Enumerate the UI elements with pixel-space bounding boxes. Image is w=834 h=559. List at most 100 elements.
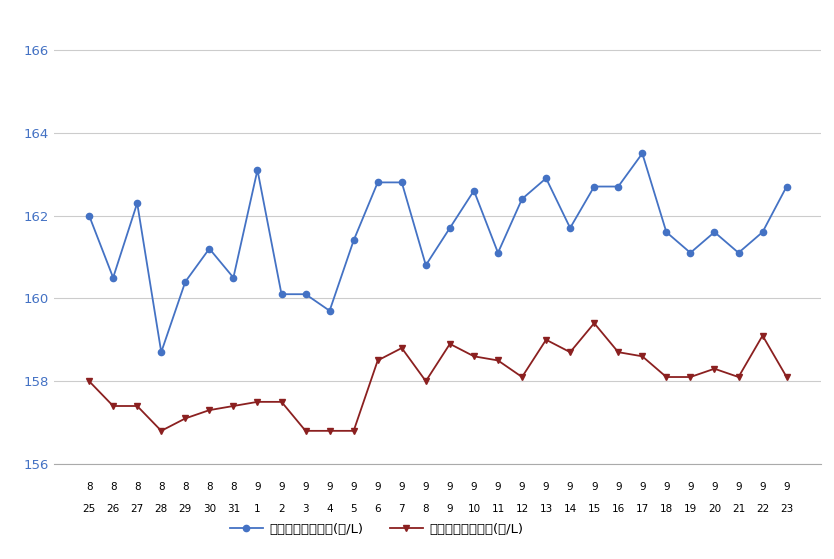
ハイオク看板価格(円/L) bbox=[132, 200, 142, 206]
Text: 15: 15 bbox=[588, 504, 600, 514]
Text: 29: 29 bbox=[178, 504, 192, 514]
ハイオク看板価格(円/L) bbox=[445, 225, 455, 231]
ハイオク看板価格(円/L) bbox=[253, 167, 263, 173]
Text: 9: 9 bbox=[615, 482, 621, 492]
Text: 28: 28 bbox=[154, 504, 168, 514]
Text: 9: 9 bbox=[519, 482, 525, 492]
Text: 9: 9 bbox=[783, 482, 790, 492]
ハイオク看板価格(円/L) bbox=[565, 225, 575, 231]
Text: 2: 2 bbox=[279, 504, 285, 514]
Text: 13: 13 bbox=[540, 504, 553, 514]
ハイオク看板価格(円/L) bbox=[686, 249, 696, 256]
ハイオク看板価格(円/L) bbox=[589, 183, 599, 190]
Text: 30: 30 bbox=[203, 504, 216, 514]
Text: 8: 8 bbox=[182, 482, 188, 492]
ハイオク看板価格(円/L) bbox=[373, 179, 383, 186]
Text: 8: 8 bbox=[86, 482, 93, 492]
ハイオク実売価格(円/L) bbox=[613, 349, 623, 356]
ハイオク看板価格(円/L) bbox=[180, 278, 190, 285]
ハイオク実売価格(円/L) bbox=[686, 373, 696, 380]
ハイオク看板価格(円/L) bbox=[661, 229, 671, 235]
Text: 23: 23 bbox=[780, 504, 793, 514]
Text: 9: 9 bbox=[567, 482, 574, 492]
Text: 8: 8 bbox=[423, 504, 430, 514]
ハイオク実売価格(円/L) bbox=[156, 428, 166, 434]
ハイオク看板価格(円/L) bbox=[84, 212, 94, 219]
Text: 9: 9 bbox=[446, 504, 453, 514]
Text: 8: 8 bbox=[206, 482, 213, 492]
Text: 16: 16 bbox=[611, 504, 625, 514]
ハイオク実売価格(円/L) bbox=[229, 402, 239, 409]
Text: 5: 5 bbox=[350, 504, 357, 514]
ハイオク看板価格(円/L) bbox=[156, 349, 166, 356]
ハイオク実売価格(円/L) bbox=[324, 428, 334, 434]
Text: 9: 9 bbox=[543, 482, 550, 492]
Text: 9: 9 bbox=[711, 482, 718, 492]
ハイオク実売価格(円/L) bbox=[661, 373, 671, 380]
ハイオク実売価格(円/L) bbox=[781, 373, 791, 380]
ハイオク実売価格(円/L) bbox=[300, 428, 310, 434]
ハイオク実売価格(円/L) bbox=[253, 399, 263, 405]
Text: 8: 8 bbox=[134, 482, 140, 492]
ハイオク実売価格(円/L) bbox=[132, 402, 142, 409]
ハイオク看板価格(円/L) bbox=[637, 150, 647, 157]
Text: 17: 17 bbox=[636, 504, 649, 514]
ハイオク看板価格(円/L) bbox=[710, 229, 720, 235]
ハイオク看板価格(円/L) bbox=[324, 307, 334, 314]
Text: 9: 9 bbox=[374, 482, 381, 492]
ハイオク実売価格(円/L) bbox=[517, 373, 527, 380]
Text: 9: 9 bbox=[254, 482, 261, 492]
ハイオク実売価格(円/L) bbox=[589, 320, 599, 326]
ハイオク実売価格(円/L) bbox=[373, 357, 383, 364]
Legend: ハイオク看板価格(円/L), ハイオク実売価格(円/L): ハイオク看板価格(円/L), ハイオク実売価格(円/L) bbox=[229, 523, 523, 536]
ハイオク実売価格(円/L) bbox=[445, 340, 455, 347]
ハイオク実売価格(円/L) bbox=[493, 357, 503, 364]
Text: 27: 27 bbox=[131, 504, 143, 514]
ハイオク看板価格(円/L) bbox=[517, 196, 527, 202]
Text: 9: 9 bbox=[302, 482, 309, 492]
ハイオク実売価格(円/L) bbox=[469, 353, 479, 359]
Line: ハイオク実売価格(円/L): ハイオク実売価格(円/L) bbox=[86, 320, 790, 434]
ハイオク実売価格(円/L) bbox=[421, 378, 431, 385]
ハイオク看板価格(円/L) bbox=[229, 274, 239, 281]
Text: 22: 22 bbox=[756, 504, 769, 514]
ハイオク看板価格(円/L) bbox=[277, 291, 287, 297]
Text: 9: 9 bbox=[446, 482, 453, 492]
ハイオク実売価格(円/L) bbox=[565, 349, 575, 356]
ハイオク看板価格(円/L) bbox=[300, 291, 310, 297]
ハイオク実売価格(円/L) bbox=[541, 337, 551, 343]
ハイオク看板価格(円/L) bbox=[421, 262, 431, 268]
Text: 31: 31 bbox=[227, 504, 240, 514]
Text: 9: 9 bbox=[736, 482, 741, 492]
Text: 12: 12 bbox=[515, 504, 529, 514]
ハイオク看板価格(円/L) bbox=[493, 249, 503, 256]
Text: 10: 10 bbox=[467, 504, 480, 514]
Text: 19: 19 bbox=[684, 504, 697, 514]
Text: 9: 9 bbox=[279, 482, 285, 492]
Text: 9: 9 bbox=[495, 482, 501, 492]
ハイオク実売価格(円/L) bbox=[204, 407, 214, 414]
Text: 9: 9 bbox=[687, 482, 694, 492]
ハイオク看板価格(円/L) bbox=[397, 179, 407, 186]
Text: 14: 14 bbox=[564, 504, 577, 514]
Text: 9: 9 bbox=[759, 482, 766, 492]
Line: ハイオク看板価格(円/L): ハイオク看板価格(円/L) bbox=[86, 150, 790, 356]
Text: 8: 8 bbox=[230, 482, 237, 492]
Text: 1: 1 bbox=[254, 504, 261, 514]
Text: 9: 9 bbox=[590, 482, 597, 492]
Text: 26: 26 bbox=[107, 504, 120, 514]
Text: 9: 9 bbox=[639, 482, 646, 492]
ハイオク看板価格(円/L) bbox=[204, 245, 214, 252]
ハイオク実売価格(円/L) bbox=[277, 399, 287, 405]
ハイオク看板価格(円/L) bbox=[541, 175, 551, 182]
ハイオク実売価格(円/L) bbox=[397, 345, 407, 352]
ハイオク看板価格(円/L) bbox=[757, 229, 767, 235]
ハイオク実売価格(円/L) bbox=[637, 353, 647, 359]
ハイオク実売価格(円/L) bbox=[84, 378, 94, 385]
Text: 9: 9 bbox=[423, 482, 430, 492]
Text: 9: 9 bbox=[663, 482, 670, 492]
Text: 9: 9 bbox=[350, 482, 357, 492]
Text: 7: 7 bbox=[399, 504, 405, 514]
ハイオク実売価格(円/L) bbox=[349, 428, 359, 434]
ハイオク実売価格(円/L) bbox=[180, 415, 190, 422]
